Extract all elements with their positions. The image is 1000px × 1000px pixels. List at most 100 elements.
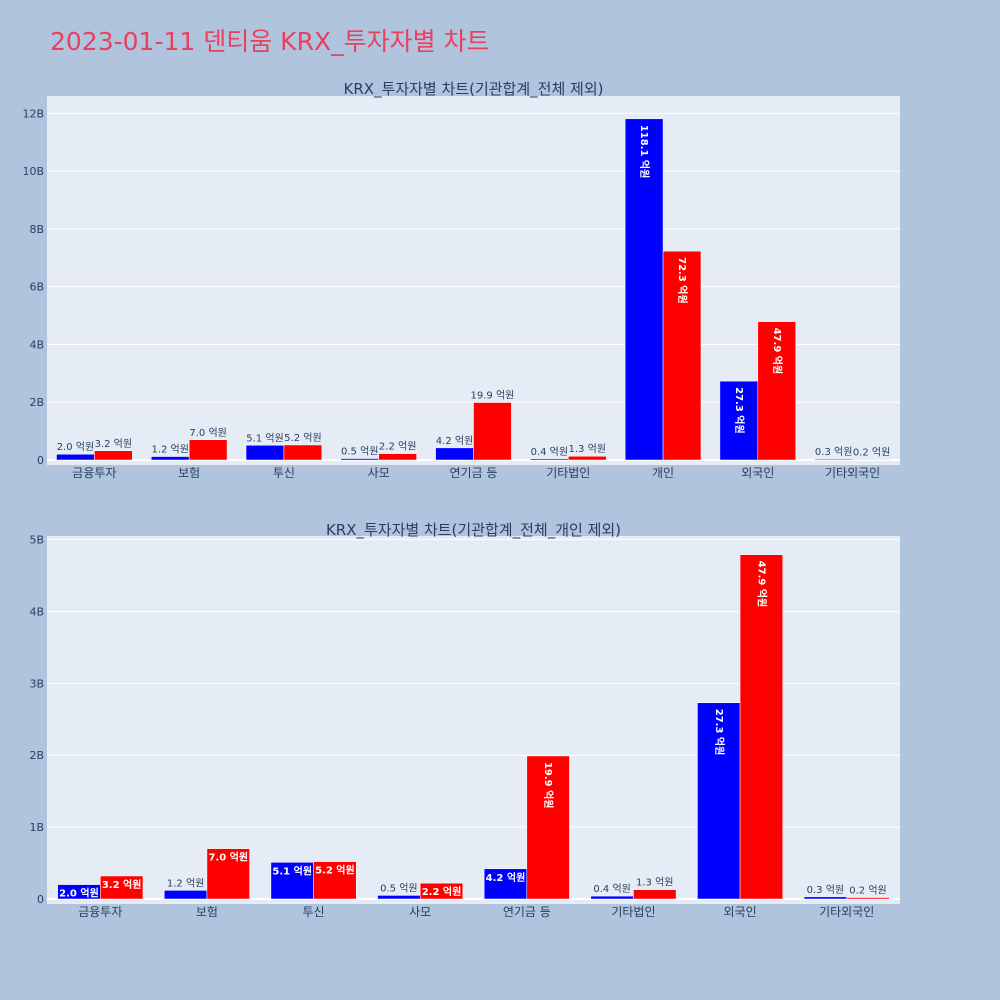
- x-tick-label: 연기금 등: [450, 466, 498, 480]
- bar: [206, 848, 250, 900]
- data-label: 19.9 억원: [542, 762, 555, 809]
- x-tick-label: 연기금 등: [503, 905, 551, 919]
- y-tick-label: 2B: [29, 396, 44, 409]
- data-label: 1.3 억원: [568, 443, 605, 455]
- data-label: 47.9 억원: [755, 561, 768, 608]
- chart-1: 0 2B 4B 6B 8B 10B 12B KRX_투자자별 차트(기관합계_전체 제외) 금융…: [22, 80, 900, 480]
- x-tick-label: 금융투자: [72, 466, 116, 480]
- bar: [852, 459, 891, 461]
- data-label: 5.2 억원: [284, 432, 321, 444]
- bar: [313, 861, 357, 900]
- bar: [378, 453, 417, 461]
- x-tick-label: 투신: [273, 466, 295, 480]
- x-tick-label: 기타법인: [611, 905, 655, 919]
- bar: [164, 890, 208, 900]
- data-label: 0.2 억원: [849, 885, 886, 897]
- chart-title: KRX_투자자별 차트(기관합계_전체 제외): [344, 80, 604, 99]
- x-tick-label: 보험: [196, 905, 218, 919]
- bar: [435, 447, 474, 461]
- y-tick-label: 6B: [29, 281, 44, 294]
- bar: [151, 456, 190, 461]
- bar: [245, 445, 285, 461]
- bar: [633, 889, 677, 900]
- data-label: 2.0 억원: [57, 441, 94, 453]
- x-tick-label: 기타외국인: [825, 466, 880, 480]
- bar: [188, 439, 228, 461]
- bar: [530, 458, 569, 461]
- data-label: 5.1 억원: [246, 432, 283, 444]
- y-tick-label: 8B: [29, 223, 44, 236]
- data-label: 5.2 억원: [315, 864, 355, 877]
- data-label: 0.2 억원: [853, 446, 890, 458]
- chart-title: KRX_투자자별 차트(기관합계_전체_개인 제외): [326, 521, 621, 540]
- y-tick-label: 10B: [22, 165, 44, 178]
- page-title: 2023-01-11 덴티움 KRX_투자자별 차트: [50, 27, 490, 56]
- data-label: 0.4 억원: [531, 446, 568, 458]
- data-label: 0.4 억원: [593, 883, 630, 895]
- data-label: 72.3 억원: [676, 257, 689, 304]
- bar: [757, 321, 796, 461]
- bar: [473, 402, 512, 461]
- bar: [719, 380, 759, 461]
- data-label: 27.3 억원: [713, 709, 726, 756]
- data-label: 0.5 억원: [341, 446, 378, 458]
- x-tick-label: 외국인: [724, 905, 757, 919]
- data-label: 0.3 억원: [815, 446, 852, 458]
- y-tick-label: 12B: [22, 107, 44, 120]
- x-tick-label: 기타외국인: [819, 905, 874, 919]
- x-tick-label: 사모: [368, 466, 390, 480]
- bar: [340, 458, 379, 461]
- x-tick-label: 사모: [409, 905, 431, 919]
- data-label: 19.9 억원: [471, 390, 515, 402]
- bar: [590, 895, 634, 900]
- bar: [419, 882, 464, 900]
- bar: [662, 250, 702, 461]
- bar: [283, 444, 323, 461]
- data-label: 7.0 억원: [208, 851, 248, 864]
- x-tick-label: 보험: [178, 466, 200, 480]
- bar: [814, 458, 853, 461]
- x-tick-label: 투신: [303, 905, 325, 919]
- y-tick-label: 3B: [29, 677, 44, 690]
- y-tick-label: 4B: [29, 338, 44, 351]
- data-label: 7.0 억원: [189, 427, 226, 439]
- y-tick-label: 2B: [29, 749, 44, 762]
- y-tick-label: 0: [37, 893, 44, 906]
- data-label: 27.3 억원: [733, 387, 746, 434]
- data-label: 3.2 억원: [102, 878, 142, 891]
- data-label: 1.2 억원: [151, 444, 188, 456]
- data-label: 1.2 억원: [167, 877, 204, 889]
- x-tick-label: 개인: [652, 466, 674, 480]
- x-tick-label: 외국인: [741, 466, 774, 480]
- data-label: 0.3 억원: [807, 884, 844, 896]
- bar: [526, 755, 570, 900]
- y-tick-label: 4B: [29, 605, 44, 618]
- data-label: 2.2 억원: [422, 885, 462, 898]
- y-tick-label: 0: [37, 454, 44, 467]
- data-label: 47.9 억원: [771, 328, 784, 375]
- bar: [739, 554, 783, 900]
- data-label: 4.2 억원: [486, 871, 526, 884]
- x-tick-label: 기타법인: [546, 466, 590, 480]
- data-label: 2.2 억원: [379, 441, 416, 453]
- data-label: 1.3 억원: [636, 877, 673, 889]
- bar: [697, 702, 741, 900]
- data-label: 118.1 억원: [638, 125, 651, 179]
- chart-2: 0 1B 2B 3B 4B 5B KRX_투자자별 차트(기관합계_전체_개인 제외) 금융투…: [29, 521, 900, 919]
- data-label: 5.1 억원: [272, 864, 312, 877]
- bar: [568, 455, 607, 461]
- data-label: 0.5 억원: [380, 882, 417, 894]
- bar: [100, 875, 144, 900]
- bar: [270, 862, 314, 900]
- bar: [803, 896, 847, 900]
- data-label: 3.2 억원: [95, 438, 132, 450]
- data-label: 4.2 억원: [436, 435, 473, 447]
- x-tick-label: 금융투자: [78, 905, 122, 919]
- bar: [377, 895, 421, 900]
- bar: [846, 897, 890, 900]
- y-tick-label: 1B: [29, 821, 44, 834]
- bar: [94, 450, 133, 461]
- y-tick-label: 5B: [29, 534, 44, 547]
- data-label: 2.0 억원: [59, 887, 99, 900]
